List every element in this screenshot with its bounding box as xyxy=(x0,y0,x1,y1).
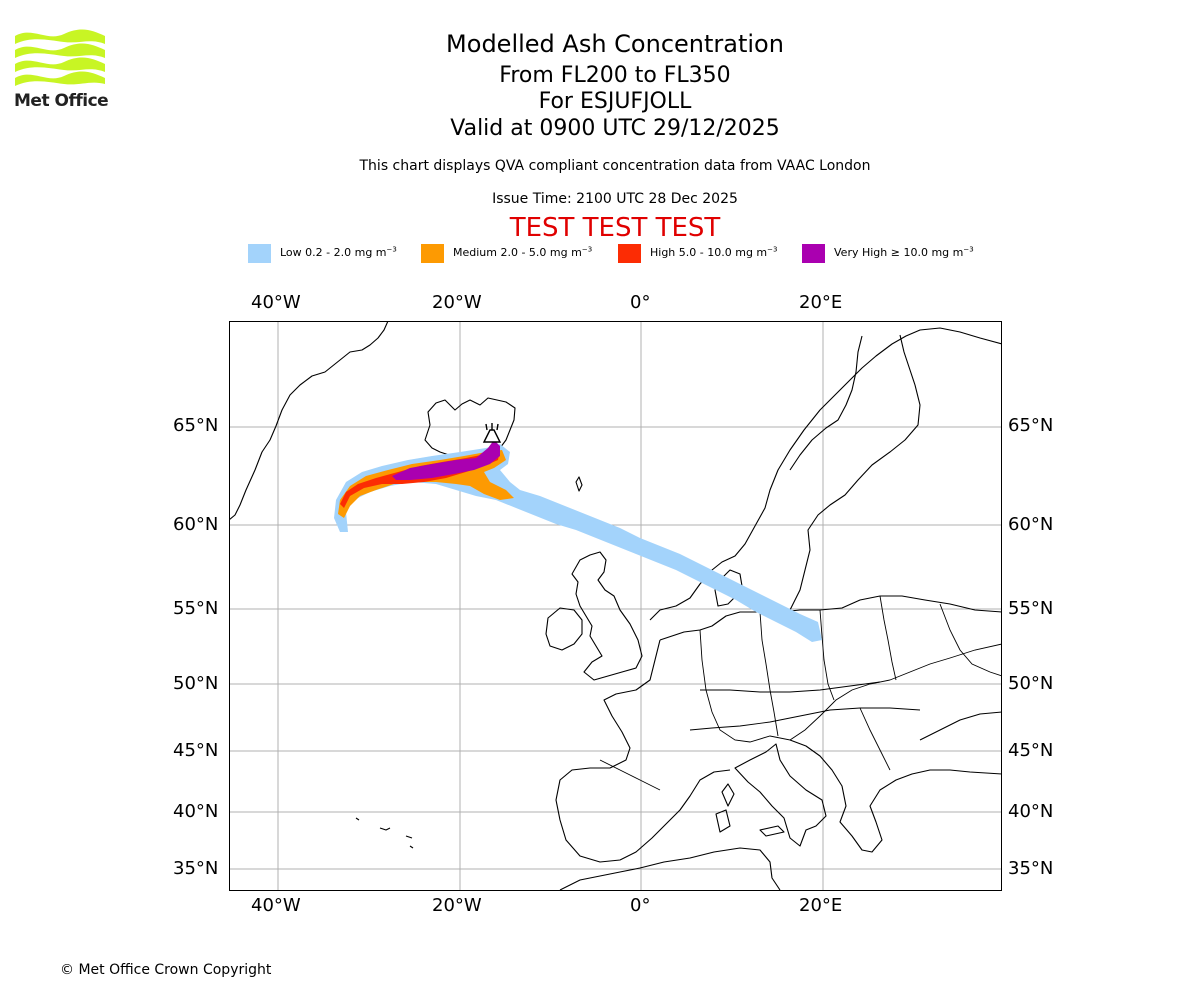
lat-tick-left-50n: 50°N xyxy=(173,673,219,694)
lon-tick-bottom-0: 0° xyxy=(630,895,651,916)
legend-swatch-high xyxy=(618,244,641,263)
legend-swatch-very-high xyxy=(802,244,825,263)
lat-tick-left-60n: 60°N xyxy=(173,514,219,535)
chart-subtitle: This chart displays QVA compliant concen… xyxy=(359,158,871,174)
lat-tick-right-65n: 65°N xyxy=(1008,415,1054,436)
copyright: © Met Office Crown Copyright xyxy=(60,962,272,978)
lon-tick-top-20e: 20°E xyxy=(799,292,843,313)
lon-tick-top-0: 0° xyxy=(630,292,651,313)
legend-label-low: Low 0.2 - 2.0 mg m−3 xyxy=(280,245,397,259)
flight-levels: From FL200 to FL350 xyxy=(499,63,731,88)
lon-tick-bottom-20e: 20°E xyxy=(799,895,843,916)
ash-map xyxy=(229,321,1002,891)
legend-label-high: High 5.0 - 10.0 mg m−3 xyxy=(650,245,778,259)
legend-label-very-high: Very High ≥ 10.0 mg m−3 xyxy=(834,245,974,259)
lat-tick-right-50n: 50°N xyxy=(1008,673,1054,694)
ash-very-high-region xyxy=(392,440,500,480)
valid-time: Valid at 0900 UTC 29/12/2025 xyxy=(450,116,780,141)
volcano-icon xyxy=(482,423,502,443)
legend: Low 0.2 - 2.0 mg m−3 Medium 2.0 - 5.0 mg… xyxy=(0,244,1200,264)
ash-plume xyxy=(334,440,822,642)
lon-tick-top-40w: 40°W xyxy=(251,292,301,313)
chart-title: Modelled Ash Concentration xyxy=(446,30,784,58)
volcano-name: For ESJUFJOLL xyxy=(538,89,692,114)
test-banner: TEST TEST TEST xyxy=(509,213,721,243)
legend-swatch-medium xyxy=(421,244,444,263)
lat-tick-left-65n: 65°N xyxy=(173,415,219,436)
lat-tick-right-45n: 45°N xyxy=(1008,740,1054,761)
lat-tick-right-40n: 40°N xyxy=(1008,801,1054,822)
legend-label-medium: Medium 2.0 - 5.0 mg m−3 xyxy=(453,245,593,259)
graticule xyxy=(229,321,1002,891)
lon-tick-top-20w: 20°W xyxy=(432,292,482,313)
lat-tick-right-60n: 60°N xyxy=(1008,514,1054,535)
country-borders xyxy=(599,595,1002,791)
lat-tick-left-35n: 35°N xyxy=(173,858,219,879)
lon-tick-bottom-20w: 20°W xyxy=(432,895,482,916)
lat-tick-left-40n: 40°N xyxy=(173,801,219,822)
lat-tick-left-55n: 55°N xyxy=(173,598,219,619)
lat-tick-right-55n: 55°N xyxy=(1008,598,1054,619)
legend-swatch-low xyxy=(248,244,271,263)
lat-tick-left-45n: 45°N xyxy=(173,740,219,761)
lon-tick-bottom-40w: 40°W xyxy=(251,895,301,916)
issue-time: Issue Time: 2100 UTC 28 Dec 2025 xyxy=(492,191,738,207)
met-office-logo-text: Met Office xyxy=(14,91,109,111)
met-office-logo xyxy=(15,29,105,86)
lat-tick-right-35n: 35°N xyxy=(1008,858,1054,879)
